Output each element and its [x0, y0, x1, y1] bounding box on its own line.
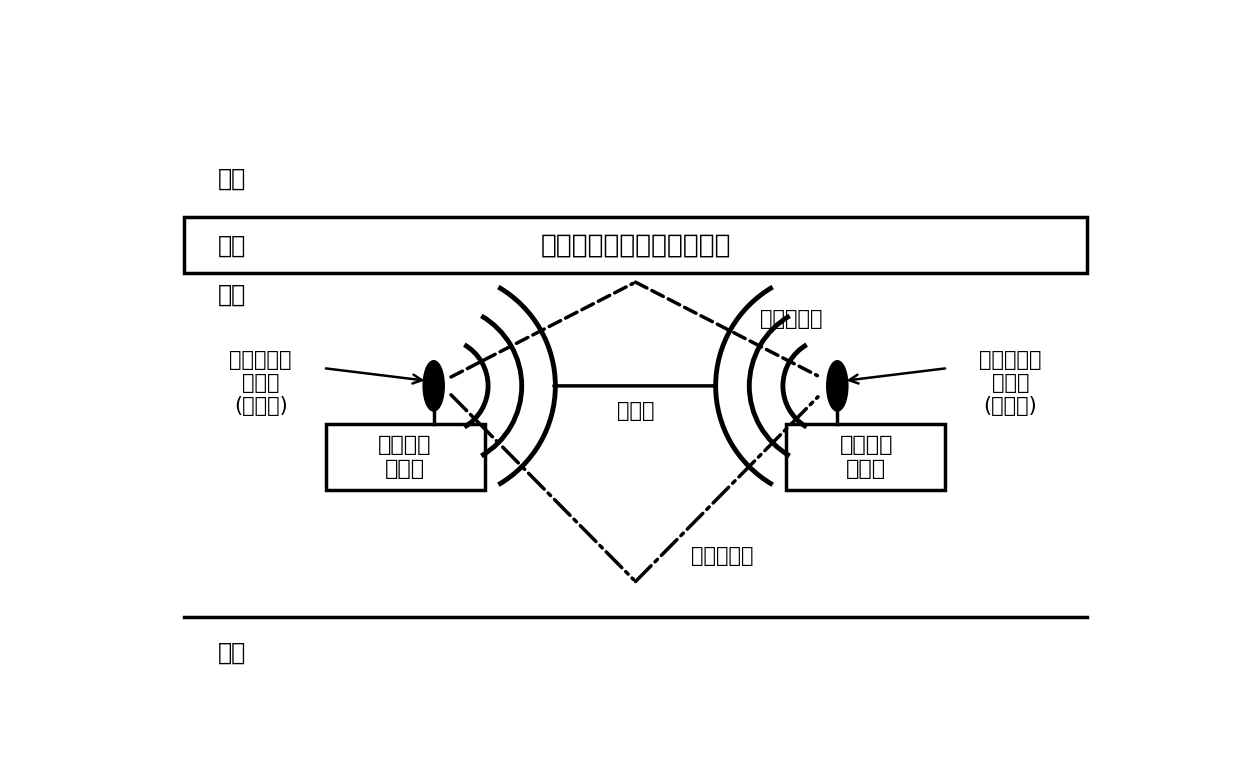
- Ellipse shape: [827, 360, 848, 411]
- Bar: [326, 424, 485, 490]
- Text: 海底反射波: 海底反射波: [691, 546, 754, 566]
- Text: 空气: 空气: [217, 166, 246, 190]
- Text: 冰面反射波: 冰面反射波: [760, 309, 823, 329]
- Text: 水声信号接
收天线
(水听器): 水声信号接 收天线 (水听器): [980, 350, 1042, 416]
- FancyArrowPatch shape: [451, 283, 632, 377]
- Bar: [184, 217, 1087, 273]
- Text: 冰层: 冰层: [217, 233, 246, 257]
- Text: 声波无法穿透冰层到达空气: 声波无法穿透冰层到达空气: [541, 233, 730, 259]
- Bar: [786, 424, 945, 490]
- Text: 水声信号发
射天线
(换能器): 水声信号发 射天线 (换能器): [229, 350, 291, 416]
- Text: 水声信号
接收机: 水声信号 接收机: [839, 435, 893, 479]
- Text: 海底: 海底: [217, 641, 246, 665]
- Text: 海水: 海水: [217, 283, 246, 307]
- FancyArrowPatch shape: [635, 397, 818, 581]
- FancyArrowPatch shape: [451, 395, 634, 579]
- FancyArrowPatch shape: [635, 282, 817, 376]
- Ellipse shape: [423, 360, 444, 411]
- Text: 直达波: 直达波: [616, 401, 655, 421]
- Text: 水声信号
发射机: 水声信号 发射机: [378, 435, 432, 479]
